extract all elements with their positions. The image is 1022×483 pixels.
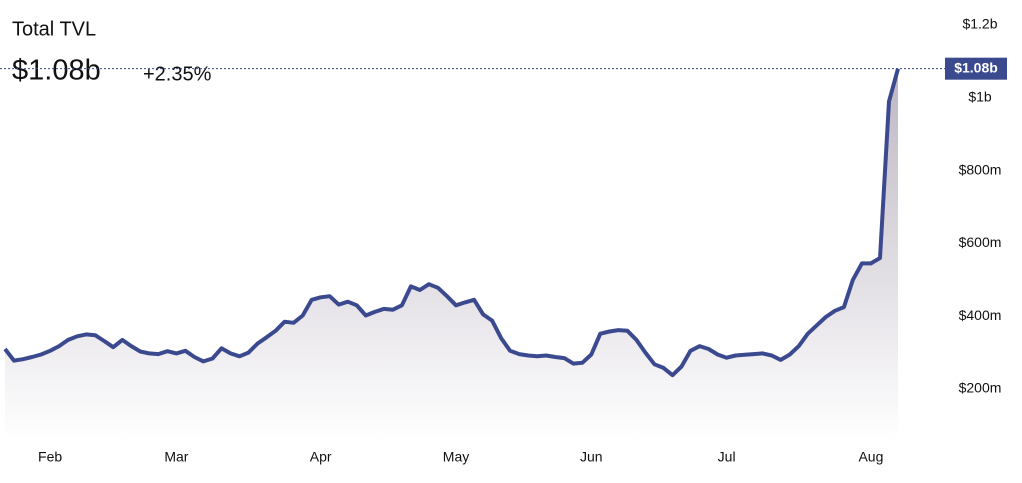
current-value-badge bbox=[945, 57, 1007, 80]
area bbox=[5, 68, 898, 440]
x-tick-label: Aug bbox=[858, 449, 883, 465]
line bbox=[3, 68, 900, 378]
headline-value: $1.08b bbox=[12, 55, 101, 87]
change: +2.35% bbox=[143, 63, 212, 85]
x-tick-label: Feb bbox=[38, 449, 62, 465]
x-tick-label: May bbox=[443, 449, 469, 465]
x-tick-label: Jun bbox=[580, 449, 603, 465]
chart-title: Total TVL bbox=[12, 18, 96, 40]
x-tick-label: Mar bbox=[164, 449, 188, 465]
y-tick-label: $1b bbox=[968, 89, 992, 105]
y-tick-label: $600m bbox=[959, 234, 1002, 250]
y-tick-label: $800m bbox=[959, 161, 1002, 177]
x-tick-label: Apr bbox=[310, 449, 332, 465]
current-value-label: $1.08b bbox=[954, 59, 998, 75]
x-tick-label: Jul bbox=[718, 449, 736, 465]
y-tick-label: $200m bbox=[959, 380, 1002, 396]
y-tick-label: $400m bbox=[959, 307, 1002, 323]
y-tick-label: $1.2b bbox=[962, 16, 997, 32]
